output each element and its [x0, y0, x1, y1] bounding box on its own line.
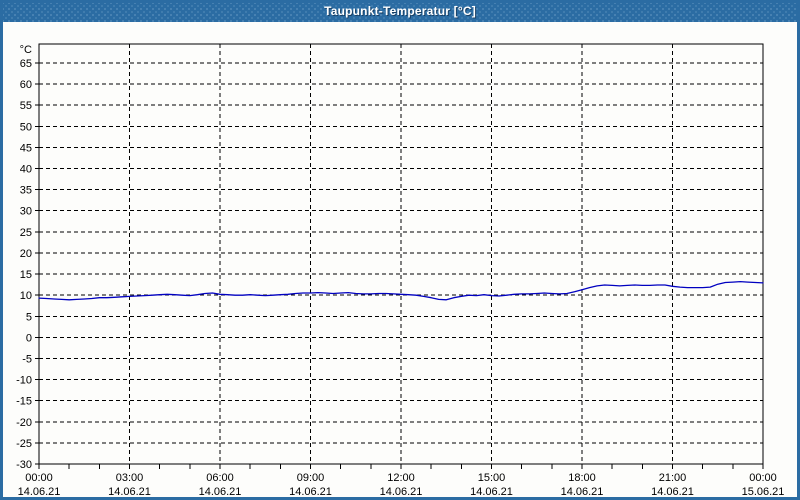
x-tick-time-label: 18:00 — [568, 472, 596, 484]
y-tick-label: 20 — [20, 248, 32, 260]
x-tick-date-label: 14.06.21 — [289, 486, 332, 497]
y-tick-label: 30 — [20, 206, 32, 218]
y-tick-label: 65 — [20, 58, 32, 70]
y-tick-label: 10 — [20, 290, 32, 302]
y-tick-label: 0 — [26, 332, 32, 344]
y-tick-label: 45 — [20, 142, 32, 154]
y-tick-label: -10 — [16, 375, 32, 387]
chart-region: 65 60 55 50 45 40 35 30 25 20 15 10 5 0 -5 -10 -15 -20 -25… — [3, 22, 797, 497]
y-tick-label: 50 — [20, 121, 32, 133]
plot-border — [38, 43, 764, 465]
x-tick-time-label: 15:00 — [478, 472, 506, 484]
window-title: Taupunkt-Temperatur [°C] — [324, 4, 476, 18]
x-tick-time-label: 09:00 — [297, 472, 325, 484]
x-tick-date-label: 14.06.21 — [561, 486, 604, 497]
x-tick-date-label: 14.06.21 — [651, 486, 694, 497]
x-tick-time-label: 06:00 — [206, 472, 234, 484]
x-tick-time-label: 00:00 — [25, 472, 53, 484]
y-tick-label: 25 — [20, 227, 32, 239]
title-bar[interactable]: Taupunkt-Temperatur [°C] — [3, 3, 797, 22]
y-tick-label: 60 — [20, 79, 32, 91]
y-tick-label: 35 — [20, 185, 32, 197]
x-tick-date-label: 15.06.21 — [742, 486, 785, 497]
y-tick-label: 5 — [26, 311, 32, 323]
x-tick-time-label: 12:00 — [387, 472, 415, 484]
y-tick-label: 15 — [20, 269, 32, 281]
x-tick-time-label: 00:00 — [749, 472, 777, 484]
x-tick-date-label: 14.06.21 — [108, 486, 151, 497]
y-tick-label: -15 — [16, 396, 32, 408]
dewpoint-line — [38, 280, 764, 301]
x-tick-date-label: 14.06.21 — [470, 486, 513, 497]
x-tick-date-label: 14.06.21 — [199, 486, 242, 497]
x-tick-date-label: 14.06.21 — [18, 486, 61, 497]
y-axis-unit-label: °C — [20, 44, 32, 56]
x-tick-date-label: 14.06.21 — [380, 486, 423, 497]
x-tick-time-label: 21:00 — [659, 472, 687, 484]
y-tick-label: -20 — [16, 417, 32, 429]
y-tick-label: 55 — [20, 100, 32, 112]
y-tick-label: 40 — [20, 164, 32, 176]
chart-canvas: 65605550454035302520151050-5-10-15-20-25… — [16, 43, 785, 497]
y-tick-label: -25 — [16, 438, 32, 450]
y-tick-label: -30 — [16, 459, 32, 471]
y-tick-label: -5 — [22, 353, 32, 365]
x-tick-time-label: 03:00 — [116, 472, 144, 484]
